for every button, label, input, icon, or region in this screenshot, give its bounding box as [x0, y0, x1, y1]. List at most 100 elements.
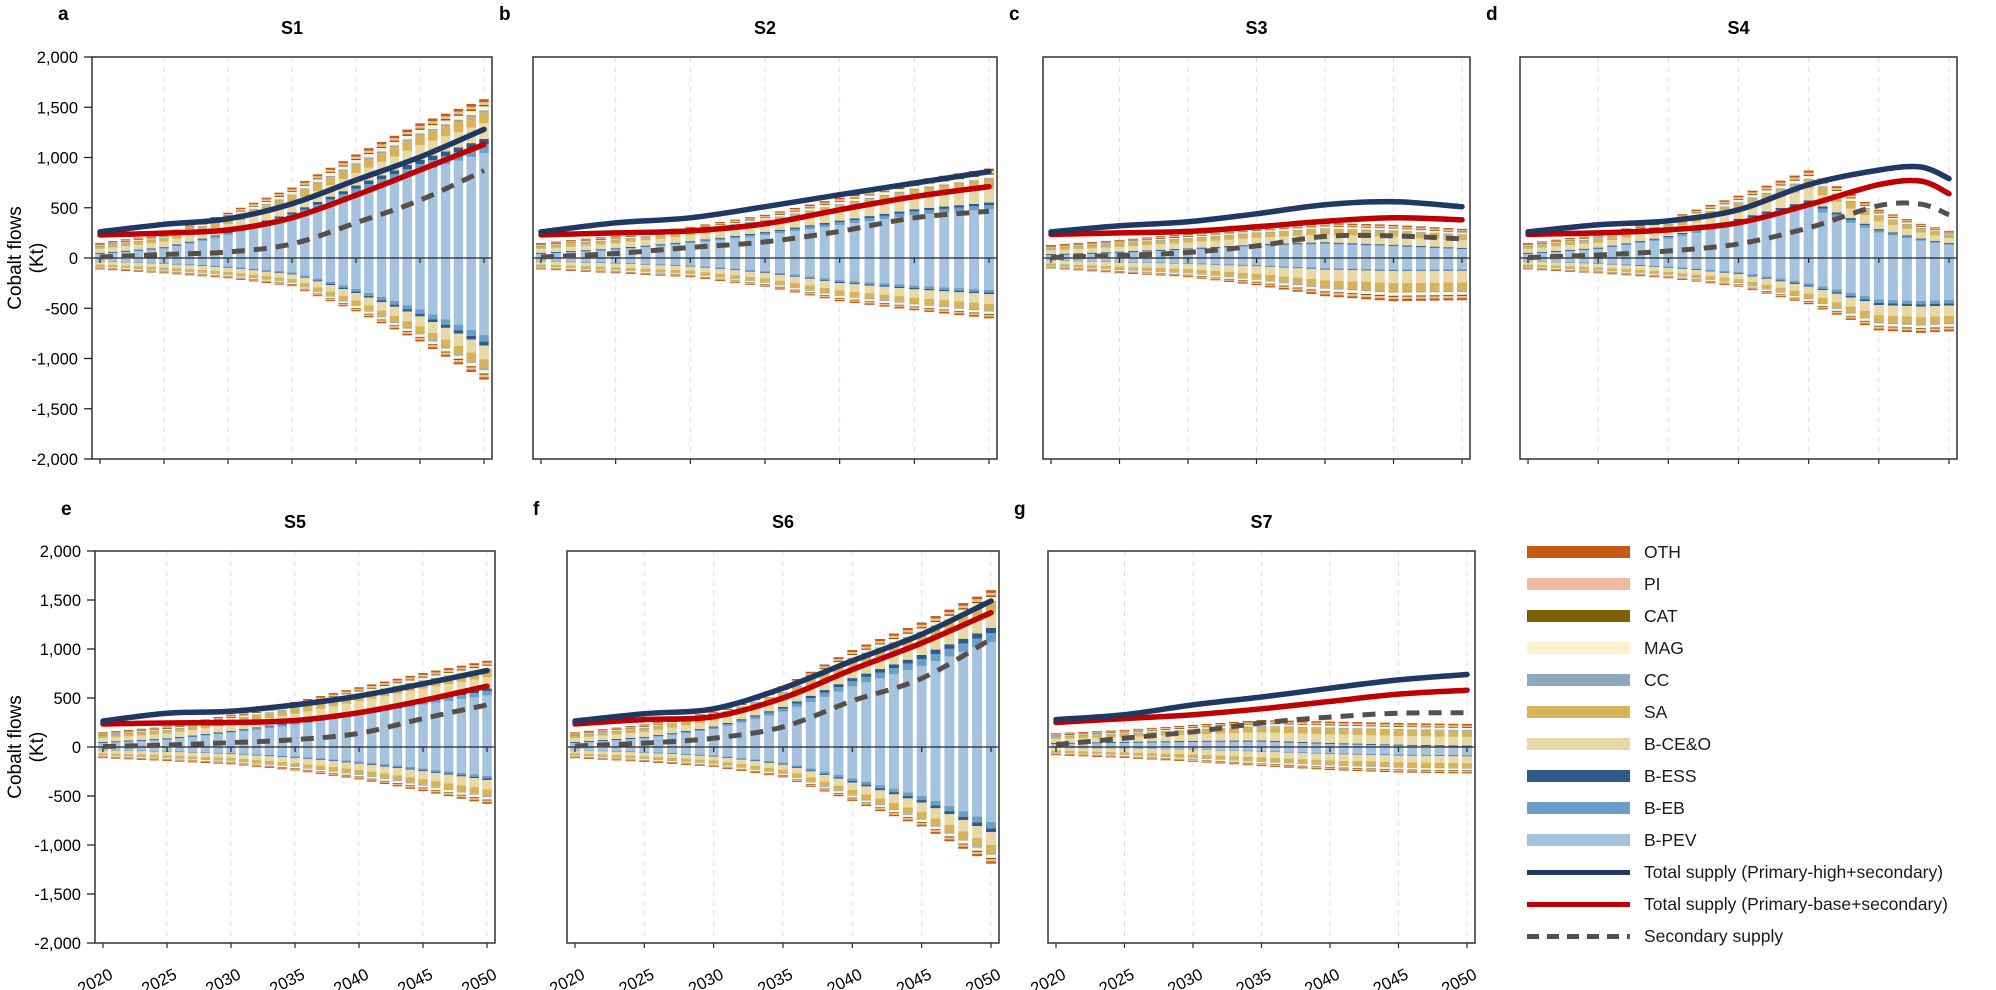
bar-segment-B-PEV-neg: [597, 747, 608, 751]
bar-segment-CC-pos: [1551, 242, 1562, 244]
bar-segment-MAG-neg: [351, 306, 361, 308]
bar-segment-CC-pos: [640, 236, 651, 237]
bar-segment-PI-neg: [1705, 281, 1716, 283]
bar-segment-B-PEV-neg: [1733, 258, 1744, 273]
bar-segment-SA-neg: [833, 785, 844, 791]
bar-segment-SA-neg: [392, 775, 403, 781]
bar-segment-PI-neg: [1579, 271, 1590, 272]
bar-segment-B-EB-neg: [972, 816, 983, 823]
bar-segment-B-PEV-neg: [580, 258, 591, 262]
bar-segment-CAT-neg: [1831, 310, 1842, 312]
bar-segment-B-CE&O-pos: [670, 237, 681, 243]
bar-segment-CAT-neg: [902, 817, 913, 819]
bar-segment-CC-pos: [1407, 729, 1418, 731]
bar-segment-OTH-neg: [1251, 283, 1262, 286]
bar-segment-B-PEV-neg: [565, 258, 576, 262]
bar-segment-MAG-pos: [1803, 175, 1814, 179]
bar-segment-PI-neg: [431, 790, 441, 793]
bar-segment-CAT-neg: [861, 802, 872, 804]
bar-segment-B-PEV-neg: [653, 747, 664, 753]
bar-segment-PI-pos: [653, 722, 664, 724]
bar-segment-CAT-neg: [1242, 762, 1253, 764]
bar-segment-CAT-neg: [418, 787, 428, 789]
bar-segment-B-CE&O-neg: [894, 288, 905, 297]
bar-segment-B-CE&O-pos: [236, 219, 246, 229]
bar-segment-SA-pos: [98, 735, 108, 739]
bar-segment-CC-pos: [1333, 228, 1344, 230]
bar-segment-CAT-pos: [1128, 240, 1139, 242]
bar-segment-B-PEV-neg: [274, 258, 284, 272]
bar-segment-MAG-neg: [146, 269, 156, 271]
bar-segment-B-PEV-neg: [1388, 258, 1399, 270]
bar-segment-B-EB-neg: [1944, 299, 1954, 304]
bar-segment-B-CE&O-neg: [958, 820, 969, 832]
bar-segment-MAG-pos: [639, 726, 650, 728]
bar-segment-B-CE&O-neg: [1270, 752, 1281, 758]
x-tick-label: 2035: [755, 966, 796, 990]
bar-segment-B-CE&O-pos: [1229, 733, 1240, 741]
bar-segment-MAG-neg: [1873, 323, 1884, 326]
bar-segment-OTH-pos: [1174, 725, 1185, 727]
bar-segment-PI-pos: [328, 694, 339, 697]
bar-segment-B-PEV-pos: [1169, 250, 1180, 258]
bar-segment-B-ESS-pos: [159, 247, 169, 249]
bar-segment-B-CE&O-pos: [1169, 243, 1180, 250]
bar-segment-SA-pos: [1551, 243, 1562, 247]
bar-segment-OTH-pos: [354, 687, 364, 689]
bar-segment-CAT-pos: [1333, 225, 1344, 227]
bar-segment-B-PEV-neg: [133, 258, 144, 263]
bar-segment-B-CE&O-pos: [1374, 236, 1385, 245]
bar-segment-PI-pos: [1565, 238, 1576, 240]
bar-segment-MAG-pos: [894, 188, 905, 192]
bar-segment-MAG-pos: [1831, 190, 1842, 194]
bar-segment-PI-neg: [379, 781, 390, 783]
bar-segment-B-PEV-pos: [1311, 743, 1322, 747]
bar-segment-OTH-neg: [264, 767, 275, 769]
bar-segment-CC-pos: [1169, 239, 1180, 240]
bar-segment-SA-pos: [1944, 234, 1954, 239]
bar-segment-B-PEV-pos: [1128, 251, 1139, 258]
bar-segment-CAT-neg: [1256, 763, 1267, 765]
bar-segment-B-CE&O-neg: [916, 802, 927, 813]
bar-segment-PI-neg: [847, 798, 858, 800]
bar-segment-B-ESS-neg: [338, 287, 348, 290]
bar-segment-MAG-neg: [639, 759, 650, 761]
bar-segment-B-EB-neg: [640, 263, 651, 265]
bar-segment-B-CE&O-neg: [1073, 261, 1084, 265]
bar-segment-B-CE&O-neg: [213, 753, 223, 758]
bar-segment-PI-neg: [338, 303, 348, 306]
bar-segment-SA-pos: [1915, 228, 1926, 233]
bar-segment-SA-pos: [583, 734, 594, 737]
bar-segment-CC-neg: [236, 276, 246, 278]
bar-segment-CAT-pos: [108, 242, 118, 244]
bar-segment-CC-neg: [1347, 288, 1358, 291]
bar-segment-OTH-neg: [1242, 764, 1253, 766]
bar-segment-B-PEV-pos: [376, 185, 387, 258]
bar-segment-CAT-pos: [1393, 726, 1404, 727]
bar-segment-MAG-pos: [819, 205, 830, 208]
bar-segment-CC-pos: [1443, 233, 1454, 235]
bar-segment-B-PEV-pos: [223, 234, 233, 258]
bar-segment-CAT-pos: [879, 191, 890, 193]
bar-segment-B-CE&O-pos: [1789, 192, 1800, 205]
bar-segment-SA-pos: [1845, 202, 1856, 209]
bar-segment-B-EB-pos: [1887, 233, 1898, 236]
bar-segment-CAT-neg: [482, 799, 492, 801]
bar-segment-OTH-pos: [1141, 237, 1152, 239]
bar-segment-B-CE&O-neg: [1201, 749, 1212, 756]
bar-segment-CC-neg: [930, 825, 941, 827]
bar-segment-B-PEV-pos: [1374, 245, 1385, 258]
bar-segment-B-PEV-pos: [1333, 244, 1344, 258]
bar-segment-OTH-pos: [861, 644, 872, 647]
bar-segment-MAG-neg: [888, 810, 899, 813]
bar-segment-CAT-pos: [1133, 730, 1144, 732]
bar-segment-CAT-pos: [1046, 246, 1056, 248]
bar-segment-SA-pos: [1338, 728, 1349, 735]
bar-segment-B-CE&O-pos: [1046, 250, 1056, 255]
bar-segment-MAG-pos: [944, 615, 955, 620]
bar-segment-B-EB-neg: [969, 288, 980, 292]
bar-segment-MAG-neg: [1803, 299, 1814, 302]
bar-segment-OTH-pos: [1242, 721, 1253, 723]
bar-segment-CC-neg: [655, 272, 666, 273]
bar-segment-OTH-pos: [1283, 720, 1294, 723]
